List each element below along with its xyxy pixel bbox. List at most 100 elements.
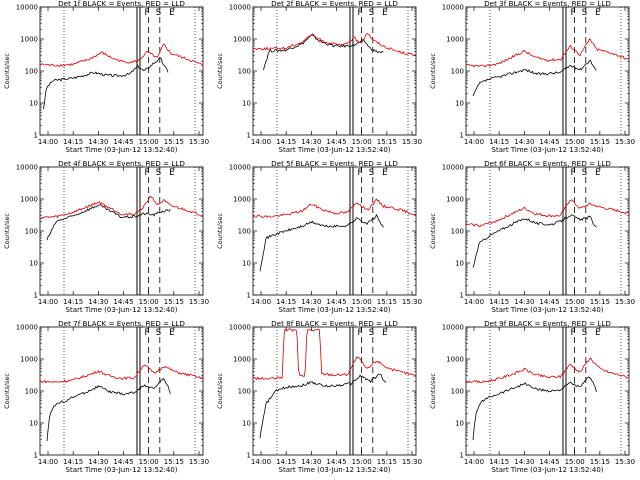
band-letter: S — [369, 168, 374, 178]
y-tick-label: 1 — [34, 292, 38, 300]
x-tick-label: 15:15 — [164, 298, 184, 306]
chart-title: Det 5f BLACK = Events, RED = LLD — [271, 160, 398, 168]
x-tick-label: 14:15 — [489, 458, 509, 466]
plot-frame — [465, 6, 630, 136]
events-series-line — [46, 204, 171, 241]
x-tick-label: 15:00 — [352, 138, 372, 146]
chart-title: Det 8f BLACK = Events, RED = LLD — [271, 320, 398, 328]
lld-series-line — [252, 32, 417, 57]
x-axis-label: Start Time (03-Jun-12 13:52:40) — [492, 306, 604, 314]
chart-panel: Det 1f BLACK = Events, RED = LLD 1 10 100 10… — [3, 0, 209, 154]
x-tick-label: 15:30 — [615, 458, 635, 466]
x-tick-label: 14:15 — [63, 458, 83, 466]
band-letter: S — [369, 8, 374, 18]
x-tick-label: 14:00 — [251, 458, 271, 466]
lld-series-line — [39, 195, 204, 220]
y-tick-label: 1000 — [20, 356, 38, 364]
y-tick-label: 10 — [242, 260, 251, 268]
events-series-line — [259, 213, 384, 272]
y-tick-label: 1 — [247, 292, 251, 300]
y-axis-label: Counts/sec — [429, 213, 437, 249]
lld-series-line — [465, 38, 630, 68]
band-letter: S — [582, 328, 587, 338]
x-axis-label: Start Time (03-Jun-12 13:52:40) — [279, 466, 391, 474]
x-tick-label: 15:30 — [402, 458, 422, 466]
band-letter: E — [595, 168, 600, 178]
band-letter: F — [571, 8, 576, 18]
plot-frame — [39, 166, 204, 296]
x-tick-label: 14:00 — [251, 298, 271, 306]
x-tick-label: 14:45 — [539, 298, 559, 306]
plot-frame — [465, 166, 630, 296]
chart-panel: Det 9f BLACK = Events, RED = LLD 1 10 100 10… — [429, 320, 635, 474]
chart-panel: Det 5f BLACK = Events, RED = LLD 1 10 100 10… — [216, 160, 422, 314]
x-tick-label: 14:00 — [464, 298, 484, 306]
chart-title: Det 3f BLACK = Events, RED = LLD — [484, 0, 611, 8]
plot-frame — [252, 166, 417, 296]
x-tick-label: 14:15 — [489, 298, 509, 306]
chart-panel: Det 6f BLACK = Events, RED = LLD 1 10 100 10… — [429, 160, 635, 314]
band-letter: S — [156, 328, 161, 338]
band-letter: E — [595, 8, 600, 18]
plot-frame — [39, 326, 204, 456]
x-tick-label: 14:00 — [464, 458, 484, 466]
x-axis-label: Start Time (03-Jun-12 13:52:40) — [492, 466, 604, 474]
band-letter: F — [145, 8, 150, 18]
band-letter: E — [382, 168, 387, 178]
y-axis-label: Counts/sec — [216, 213, 224, 249]
y-tick-label: 1 — [460, 452, 464, 460]
x-tick-label: 14:30 — [88, 458, 108, 466]
x-tick-label: 14:45 — [113, 298, 133, 306]
x-tick-label: 14:30 — [301, 458, 321, 466]
chart-panel: Det 2f BLACK = Events, RED = LLD 1 10 100 10… — [216, 0, 422, 154]
y-tick-label: 10000 — [229, 164, 251, 172]
y-tick-label: 1 — [247, 452, 251, 460]
chart-title: Det 6f BLACK = Events, RED = LLD — [484, 160, 611, 168]
y-tick-label: 100 — [451, 68, 464, 76]
events-series-line — [472, 60, 597, 97]
lld-series-line — [465, 357, 630, 384]
lld-series-line — [252, 328, 417, 381]
band-letter: S — [582, 168, 587, 178]
x-tick-label: 14:30 — [514, 298, 534, 306]
band-letter: F — [145, 168, 150, 178]
x-tick-label: 15:30 — [615, 298, 635, 306]
events-series-line — [259, 373, 387, 439]
x-tick-label: 14:45 — [539, 138, 559, 146]
x-tick-label: 14:15 — [276, 138, 296, 146]
x-tick-label: 15:00 — [565, 138, 585, 146]
x-tick-label: 15:15 — [377, 138, 397, 146]
y-tick-label: 1000 — [233, 196, 251, 204]
x-tick-label: 14:15 — [63, 138, 83, 146]
x-tick-label: 15:15 — [164, 138, 184, 146]
y-tick-label: 1000 — [233, 36, 251, 44]
lld-series-line — [39, 364, 204, 384]
band-letter: F — [358, 328, 363, 338]
y-tick-label: 100 — [451, 388, 464, 396]
y-axis-label: Counts/sec — [429, 53, 437, 89]
plot-frame — [465, 326, 630, 456]
y-tick-label: 1000 — [446, 196, 464, 204]
lld-series-line — [39, 43, 204, 67]
x-tick-label: 15:15 — [590, 138, 610, 146]
band-letter: F — [145, 328, 150, 338]
y-axis-label: Counts/sec — [3, 53, 11, 89]
band-letter: S — [582, 8, 587, 18]
chart-panel: Det 7f BLACK = Events, RED = LLD 1 10 100 10… — [3, 320, 209, 474]
x-tick-label: 15:15 — [590, 298, 610, 306]
x-tick-label: 15:00 — [139, 138, 159, 146]
y-axis-label: Counts/sec — [216, 53, 224, 89]
y-tick-label: 1 — [460, 292, 464, 300]
x-tick-label: 15:30 — [189, 138, 209, 146]
y-tick-label: 10 — [455, 100, 464, 108]
y-tick-label: 100 — [238, 228, 251, 236]
y-axis-label: Counts/sec — [3, 373, 11, 409]
y-tick-label: 10 — [29, 100, 38, 108]
y-tick-label: 1000 — [446, 36, 464, 44]
chart-title: Det 1f BLACK = Events, RED = LLD — [58, 0, 185, 8]
y-tick-label: 10000 — [442, 164, 464, 172]
x-tick-label: 14:45 — [326, 138, 346, 146]
x-tick-label: 14:30 — [301, 138, 321, 146]
x-tick-label: 14:30 — [514, 458, 534, 466]
x-tick-label: 14:15 — [276, 298, 296, 306]
